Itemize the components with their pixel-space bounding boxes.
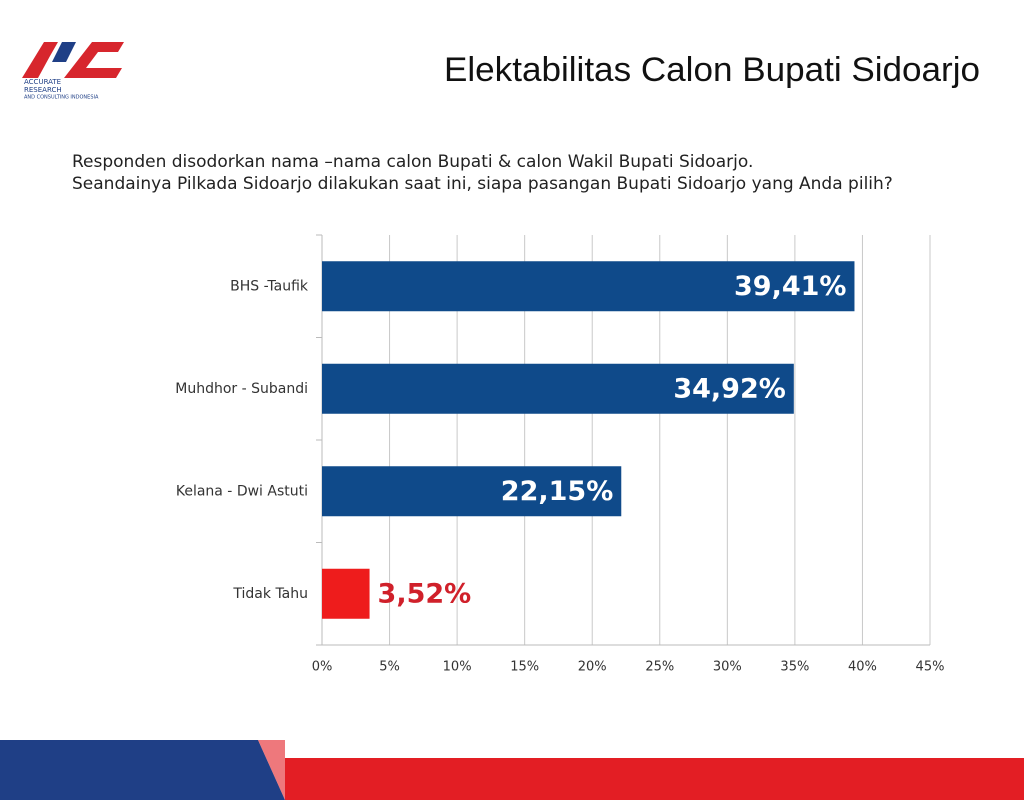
x-tick-label: 25% bbox=[645, 660, 674, 675]
data-label: 22,15% bbox=[501, 476, 613, 507]
logo-shape bbox=[22, 42, 58, 78]
footer-band bbox=[0, 740, 285, 800]
footer-band bbox=[258, 740, 285, 800]
data-label: 34,92% bbox=[673, 373, 785, 404]
logo-text: ACCURATE bbox=[24, 78, 61, 86]
subtitle: Seandainya Pilkada Sidoarjo dilakukan sa… bbox=[72, 174, 893, 194]
logo: ACCURATE RESEARCH AND CONSULTING INDONES… bbox=[22, 42, 124, 101]
bar bbox=[322, 568, 370, 619]
data-label: 3,52% bbox=[378, 578, 472, 609]
y-tick-label: Tidak Tahu bbox=[232, 586, 308, 602]
bar bbox=[322, 466, 622, 517]
logo-shape bbox=[64, 42, 124, 78]
y-tick-label: BHS -Taufik bbox=[230, 278, 309, 294]
x-tick-label: 35% bbox=[780, 660, 809, 675]
chart-title: Elektabilitas Calon Bupati Sidoarjo bbox=[444, 51, 980, 89]
data-label: 39,41% bbox=[734, 271, 846, 302]
bar bbox=[322, 261, 855, 312]
bar bbox=[322, 363, 794, 414]
logo-text: RESEARCH bbox=[24, 86, 62, 94]
x-tick-label: 0% bbox=[312, 660, 333, 675]
x-tick-label: 45% bbox=[916, 660, 945, 675]
footer-band bbox=[285, 758, 1024, 800]
subtitle: Responden disodorkan nama –nama calon Bu… bbox=[72, 152, 753, 172]
y-tick-label: Kelana - Dwi Astuti bbox=[176, 483, 308, 499]
logo-text: AND CONSULTING INDONESIA bbox=[24, 95, 99, 101]
x-tick-label: 15% bbox=[510, 660, 539, 675]
y-tick-label: Muhdhor - Subandi bbox=[175, 381, 308, 397]
logo-shape bbox=[52, 42, 76, 62]
x-tick-label: 30% bbox=[713, 660, 742, 675]
x-tick-label: 20% bbox=[578, 660, 607, 675]
x-tick-label: 5% bbox=[379, 660, 400, 675]
x-tick-label: 40% bbox=[848, 660, 877, 675]
x-tick-label: 10% bbox=[443, 660, 472, 675]
